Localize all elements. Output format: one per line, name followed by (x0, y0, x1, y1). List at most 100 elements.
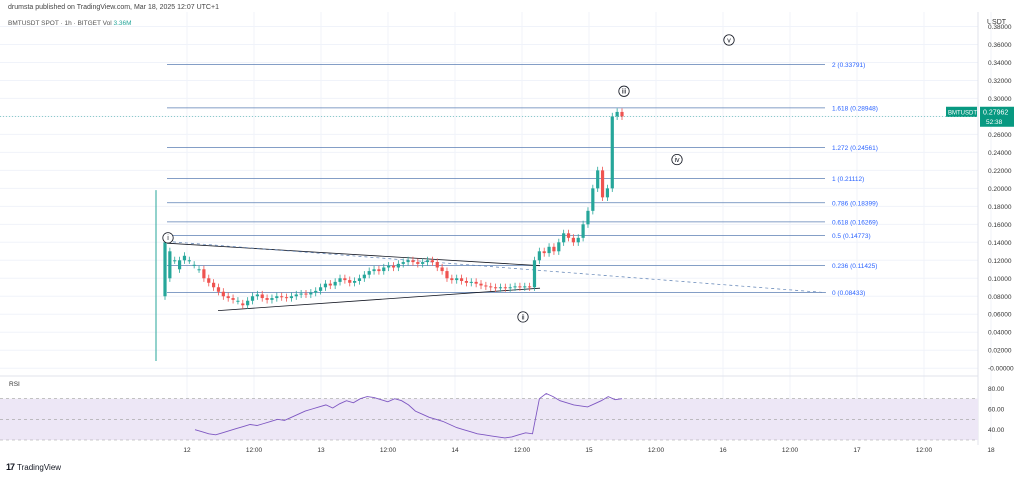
candle-body (391, 265, 396, 268)
volume-label: Vol (102, 20, 112, 27)
y-tick-label: 0.04000 (988, 330, 1012, 337)
x-tick-label: 12:00 (782, 447, 799, 454)
y-tick-label: 0.32000 (988, 78, 1012, 85)
y-tick-label: 0.30000 (988, 96, 1012, 103)
candle-body (469, 281, 473, 283)
y-tick-label: 0.14000 (988, 240, 1012, 247)
candle-body (343, 278, 347, 281)
rsi-tick-label: 60.00 (988, 407, 1005, 414)
candle-body (289, 296, 294, 299)
candle-body (455, 278, 459, 281)
candle-body (309, 292, 313, 295)
candle-body (216, 287, 221, 292)
candle-body (479, 283, 483, 286)
y-tick-label: 0.26000 (988, 132, 1012, 139)
y-tick-label: 0.24000 (988, 150, 1012, 157)
candle-body (250, 296, 255, 301)
candle-body (528, 286, 532, 288)
fib-label: 2 (0.33791) (832, 62, 865, 69)
candle-body (459, 278, 464, 281)
candle-body (411, 260, 415, 263)
candle-body (372, 269, 376, 272)
candle-body (513, 286, 517, 288)
candle-body (338, 278, 342, 282)
x-tick-label: 18 (987, 447, 995, 454)
candle-body (591, 188, 595, 211)
tradingview-footer[interactable]: 17 TradingView (6, 462, 61, 472)
candle-body (450, 278, 454, 281)
candle-body (212, 282, 216, 288)
candle-body (241, 303, 245, 306)
candle-body (255, 294, 259, 297)
candle-body (581, 224, 585, 238)
candle-body (542, 251, 546, 254)
candle-body (518, 286, 522, 288)
x-tick-label: 12:00 (246, 447, 263, 454)
upper-trendline (166, 242, 541, 267)
candle-body (435, 262, 439, 268)
y-tick-label: 0.18000 (988, 204, 1012, 211)
candle-body (440, 267, 444, 272)
countdown: 52:38 (986, 119, 1003, 126)
x-tick-label: 12:00 (514, 447, 531, 454)
candle-body (493, 287, 498, 289)
candle-body (562, 233, 566, 243)
candle-body (299, 293, 303, 295)
y-tick-label: 0.34000 (988, 60, 1012, 67)
rsi-tick-label: 80.00 (988, 386, 1005, 393)
trendlines (166, 241, 827, 312)
price-axis-unit: USDT (987, 19, 1007, 26)
x-tick-label: 12:00 (916, 447, 933, 454)
fib-label: 0.618 (0.16269) (832, 219, 878, 226)
symbol-line: BMTUSDT SPOT · 1h · BITGET (8, 20, 101, 27)
time-axis: 12 12:00 13 12:00 14 12:00 15 12:00 16 12:00 17 12:… (183, 447, 995, 454)
candle-body (377, 269, 381, 272)
candle-body (294, 294, 298, 297)
candle-body (231, 298, 235, 300)
candle-body (425, 260, 430, 263)
candle-body (318, 287, 323, 291)
candle-body (474, 281, 478, 284)
candle-body (362, 274, 366, 279)
y-tick-label: 0.10000 (988, 276, 1012, 283)
x-tick-label: 14 (451, 447, 459, 454)
candle-body (537, 251, 541, 261)
candle-body (498, 287, 503, 289)
candle-body (445, 271, 449, 279)
fib-label: 1.618 (0.28948) (832, 105, 878, 112)
y-tick-label: 0.38000 (988, 24, 1012, 31)
y-tick-label: 0.08000 (988, 294, 1012, 301)
y-tick-label: 0.22000 (988, 168, 1012, 175)
candle-body (566, 233, 571, 238)
candle-body (586, 210, 590, 225)
wave-label: v (727, 37, 731, 44)
candle-body (387, 265, 391, 268)
x-tick-label: 12 (183, 447, 191, 454)
wave-circle (723, 34, 735, 46)
x-tick-label: 17 (853, 447, 861, 454)
symbol-legend: BMTUSDT SPOT · 1h · BITGET Vol 3.36M (8, 20, 132, 27)
candle-body (187, 260, 191, 262)
wave-circle (517, 311, 529, 323)
x-tick-label: 13 (317, 447, 325, 454)
candle-body (421, 262, 425, 264)
symbol-tag-bg (946, 106, 977, 117)
candle-body (192, 264, 196, 266)
y-tick-label: 0.02000 (988, 348, 1012, 355)
candle-body (610, 116, 614, 189)
candle-body (323, 283, 328, 288)
candle-body (576, 237, 580, 243)
candle-body (357, 278, 362, 281)
fib-label: 0.5 (0.14773) (832, 233, 871, 240)
candle-body (173, 260, 177, 262)
wave-label: iv (674, 157, 680, 164)
price-tag-bg (980, 106, 1014, 127)
fib-label: 1.272 (0.24561) (832, 145, 878, 152)
candle-body (503, 287, 507, 289)
candle-body (396, 263, 400, 268)
candle-body (207, 278, 211, 283)
price-tag: BMTUSDT 0.27962 52:38 (946, 106, 1014, 127)
candle-body (314, 290, 318, 293)
